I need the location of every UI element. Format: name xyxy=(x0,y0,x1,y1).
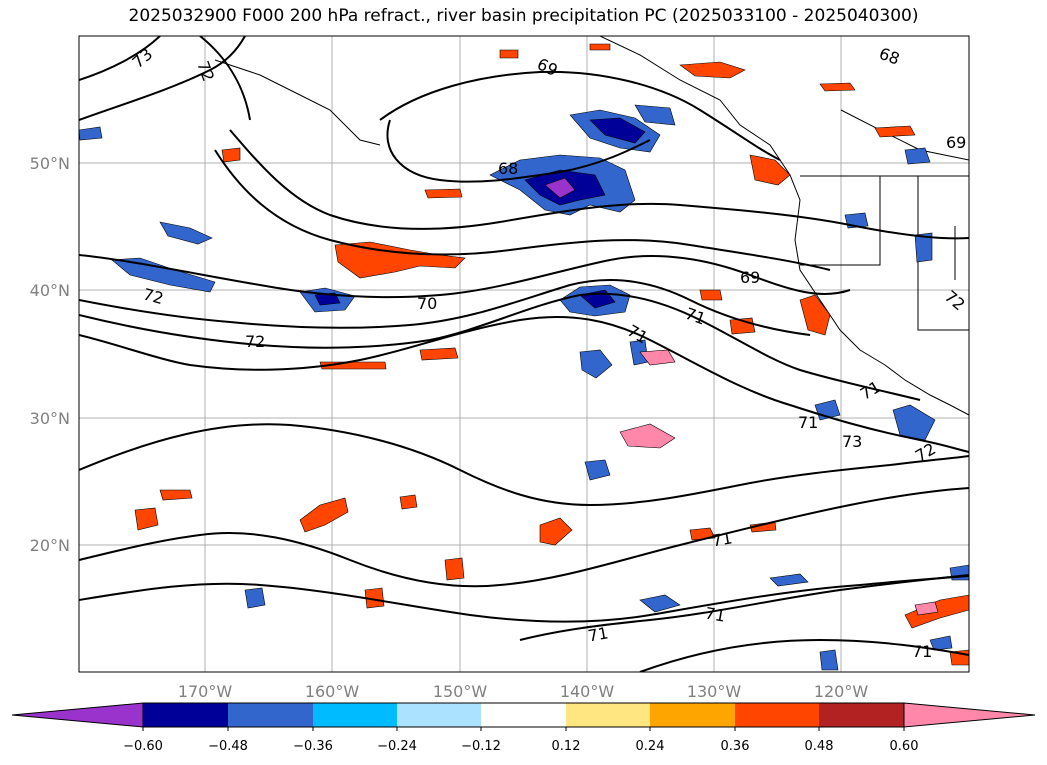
colorbar-frame xyxy=(142,702,905,728)
colorbar-tick-label: 0.36 xyxy=(721,739,750,754)
colorbar-tick-label: 0.24 xyxy=(636,739,665,754)
colorbar-tick-label: −0.60 xyxy=(123,739,163,754)
plot-area xyxy=(79,36,969,672)
colorbar-segment xyxy=(566,703,650,727)
lat-label: 40°N xyxy=(30,281,70,300)
colorbar: −0.60 −0.48 −0.36 −0.24 −0.12 0.12 0.24 … xyxy=(11,702,1036,754)
colorbar-segment xyxy=(397,703,481,727)
colorbar-segment xyxy=(313,703,397,727)
plot-frame xyxy=(78,35,970,673)
contour-label: 70 xyxy=(417,294,437,313)
contour-label: 72 xyxy=(245,332,265,351)
contour-label: 73 xyxy=(842,432,862,451)
contour-label: 71 xyxy=(912,642,932,661)
lat-label: 30°N xyxy=(30,409,70,428)
colorbar-ticks xyxy=(142,727,905,731)
colorbar-tick-label: −0.24 xyxy=(377,739,417,754)
lon-label: 120°W xyxy=(814,682,869,701)
colorbar-tick-label: −0.12 xyxy=(461,739,501,754)
colorbar-tick-label: 0.48 xyxy=(805,739,834,754)
contour-label: 72 xyxy=(141,284,166,308)
precip-shading xyxy=(79,43,969,671)
colorbar-segment xyxy=(735,703,819,727)
contour-label: 69 xyxy=(740,268,760,287)
lat-label: 50°N xyxy=(30,154,70,173)
colorbar-extend-high xyxy=(903,702,1036,728)
contour-label: 71 xyxy=(586,623,609,645)
lon-label: 140°W xyxy=(560,682,615,701)
latitude-labels: 50°N 40°N 30°N 20°N xyxy=(30,154,70,555)
colorbar-segment xyxy=(819,703,904,727)
colorbar-tick-label: −0.36 xyxy=(293,739,333,754)
colorbar-segment xyxy=(481,703,566,727)
contour-label: 71 xyxy=(798,413,818,432)
map-title: 2025032900 F000 200 hPa refract., river … xyxy=(128,6,919,26)
lon-label: 130°W xyxy=(687,682,742,701)
colorbar-segment xyxy=(650,703,735,727)
lon-label: 150°W xyxy=(433,682,488,701)
longitude-labels: 170°W 160°W 150°W 140°W 130°W 120°W xyxy=(178,682,869,701)
colorbar-extend-low xyxy=(11,702,144,728)
refractivity-contours xyxy=(79,36,969,672)
colorbar-tick-label: 0.60 xyxy=(890,739,919,754)
coastline xyxy=(214,36,969,416)
lon-label: 160°W xyxy=(305,682,360,701)
lon-label: 170°W xyxy=(178,682,233,701)
colorbar-segment xyxy=(143,703,228,727)
colorbar-tick-label: 0.12 xyxy=(552,739,581,754)
colorbar-segment xyxy=(228,703,313,727)
contour-label: 68 xyxy=(498,159,518,178)
lat-label: 20°N xyxy=(30,536,70,555)
contour-label: 69 xyxy=(946,133,966,152)
colorbar-tick-label: −0.48 xyxy=(208,739,248,754)
contour-label: 71 xyxy=(710,528,733,550)
contour-label: 71 xyxy=(704,603,727,625)
